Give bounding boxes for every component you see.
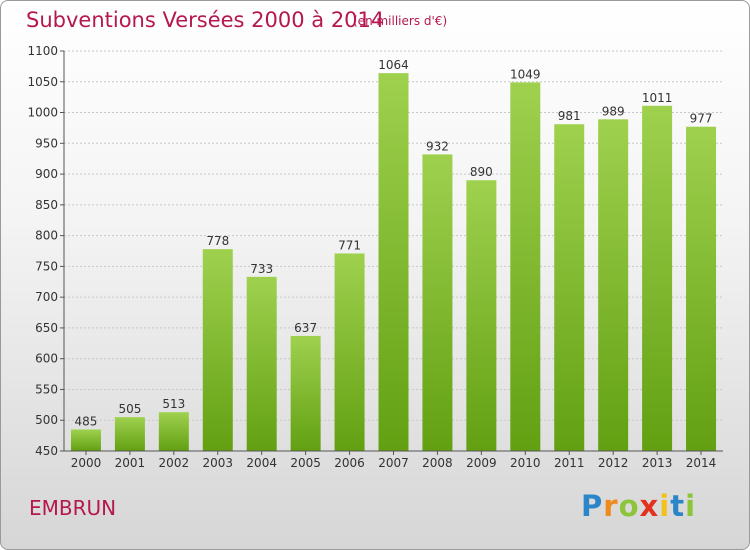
y-tick-label: 1000 — [27, 106, 58, 120]
bar-2004 — [246, 276, 277, 451]
bar-2008 — [422, 154, 453, 451]
x-tick-label: 2012 — [598, 456, 629, 470]
bar-2001 — [114, 417, 145, 451]
x-tick-label: 2010 — [510, 456, 541, 470]
axes: 450 500 550 600 650 700 750 800 850 900 950 1000 105… — [27, 44, 723, 470]
data-label: 932 — [426, 139, 449, 153]
y-tick-label: 850 — [35, 198, 58, 212]
logo-letter: P — [581, 489, 604, 523]
data-label: 977 — [690, 112, 713, 126]
y-tick-label: 700 — [35, 290, 58, 304]
data-label: 733 — [250, 262, 273, 276]
x-tick-label: 2007 — [378, 456, 409, 470]
x-tick-label: 2000 — [71, 456, 102, 470]
bar-2002 — [158, 412, 189, 451]
y-tick-label: 750 — [35, 259, 58, 273]
chart-subtitle: (en milliers d'€) — [353, 14, 448, 28]
data-label: 505 — [118, 402, 141, 416]
bars — [70, 73, 717, 452]
data-label: 1049 — [510, 67, 541, 81]
logo-letter: x — [639, 489, 660, 523]
x-tick-label: 2005 — [290, 456, 321, 470]
bar-2006 — [334, 253, 365, 451]
city-name: EMBRUN — [29, 496, 117, 520]
bar-2011 — [554, 124, 585, 451]
y-tick-label: 650 — [35, 321, 58, 335]
x-tick-label: 2002 — [159, 456, 190, 470]
proxiti-logo[interactable]: Proxiti — [581, 489, 696, 523]
data-label: 981 — [558, 109, 581, 123]
data-label: 890 — [470, 165, 493, 179]
bar-2013 — [642, 105, 673, 452]
data-label: 637 — [294, 321, 317, 335]
bar-2009 — [466, 180, 497, 451]
data-label: 1064 — [378, 58, 409, 72]
y-tick-label: 950 — [35, 136, 58, 150]
data-label: 771 — [338, 238, 361, 252]
y-tick-label: 600 — [35, 352, 58, 366]
bar-2003 — [202, 249, 233, 451]
x-tick-label: 2001 — [115, 456, 146, 470]
data-label: 513 — [162, 397, 185, 411]
logo-letter: i — [659, 489, 671, 523]
y-tick-label: 500 — [35, 413, 58, 427]
x-tick-label: 2013 — [642, 456, 673, 470]
x-tick-label: 2011 — [554, 456, 585, 470]
logo-letter: t — [670, 489, 686, 523]
data-label: 1011 — [642, 91, 673, 105]
logo-letter: i — [685, 489, 697, 523]
y-tick-label: 800 — [35, 229, 58, 243]
bar-2014 — [686, 126, 717, 451]
y-tick-label: 550 — [35, 382, 58, 396]
x-tick-label: 2003 — [202, 456, 233, 470]
bar-2000 — [70, 429, 101, 451]
y-tick-label: 450 — [35, 444, 58, 458]
y-tick-label: 900 — [35, 167, 58, 181]
x-tick-label: 2006 — [334, 456, 365, 470]
x-tick-label: 2009 — [466, 456, 497, 470]
bar-2007 — [378, 73, 409, 452]
data-labels: 485 505 513 778 733 637 771 1064 932 890 1049 981 98… — [75, 58, 713, 428]
chart-title: Subventions Versées 2000 à 2014 — [26, 8, 385, 32]
y-tick-label: 1100 — [27, 44, 58, 58]
x-tick-label: 2014 — [686, 456, 717, 470]
data-label: 989 — [602, 104, 625, 118]
x-tick-label: 2004 — [246, 456, 277, 470]
x-tick-label: 2008 — [422, 456, 453, 470]
logo-letter: o — [618, 489, 640, 523]
y-tick-label: 1050 — [27, 75, 58, 89]
data-label: 485 — [75, 414, 98, 428]
bar-2010 — [510, 82, 541, 451]
data-label: 778 — [206, 234, 229, 248]
bar-2005 — [290, 335, 321, 451]
bar-2012 — [598, 119, 629, 452]
logo-letter: r — [603, 489, 619, 523]
